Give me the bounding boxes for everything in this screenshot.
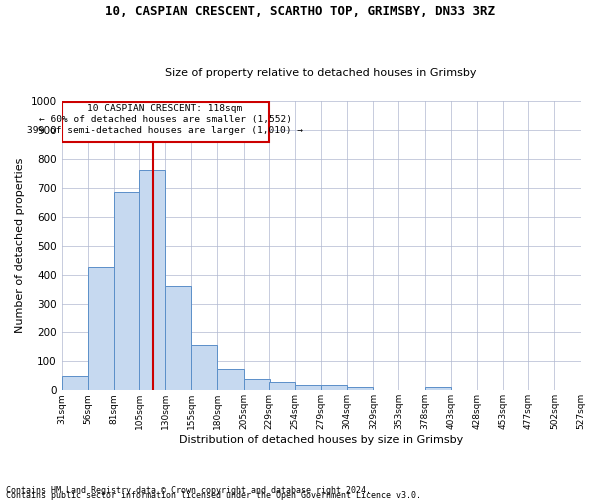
Bar bbox=[269, 382, 295, 390]
Bar bbox=[295, 385, 321, 390]
Y-axis label: Number of detached properties: Number of detached properties bbox=[15, 158, 25, 334]
Bar bbox=[165, 286, 191, 391]
Bar bbox=[217, 368, 244, 390]
X-axis label: Distribution of detached houses by size in Grimsby: Distribution of detached houses by size … bbox=[179, 435, 463, 445]
Text: Contains public sector information licensed under the Open Government Licence v3: Contains public sector information licen… bbox=[6, 491, 421, 500]
Bar bbox=[139, 170, 165, 390]
Text: Contains HM Land Registry data © Crown copyright and database right 2024.: Contains HM Land Registry data © Crown c… bbox=[6, 486, 371, 495]
Bar bbox=[244, 378, 270, 390]
Bar bbox=[88, 268, 114, 390]
Text: ← 60% of detached houses are smaller (1,552): ← 60% of detached houses are smaller (1,… bbox=[38, 114, 292, 124]
Bar bbox=[321, 385, 347, 390]
Text: 10, CASPIAN CRESCENT, SCARTHO TOP, GRIMSBY, DN33 3RZ: 10, CASPIAN CRESCENT, SCARTHO TOP, GRIMS… bbox=[105, 5, 495, 18]
Bar bbox=[114, 192, 140, 390]
Bar bbox=[425, 388, 451, 390]
Bar bbox=[62, 102, 269, 142]
Bar bbox=[347, 388, 373, 390]
Bar bbox=[191, 346, 217, 391]
Text: 39% of semi-detached houses are larger (1,010) →: 39% of semi-detached houses are larger (… bbox=[27, 126, 303, 135]
Bar bbox=[62, 376, 88, 390]
Title: Size of property relative to detached houses in Grimsby: Size of property relative to detached ho… bbox=[165, 68, 477, 78]
Text: 10 CASPIAN CRESCENT: 118sqm: 10 CASPIAN CRESCENT: 118sqm bbox=[88, 104, 243, 112]
